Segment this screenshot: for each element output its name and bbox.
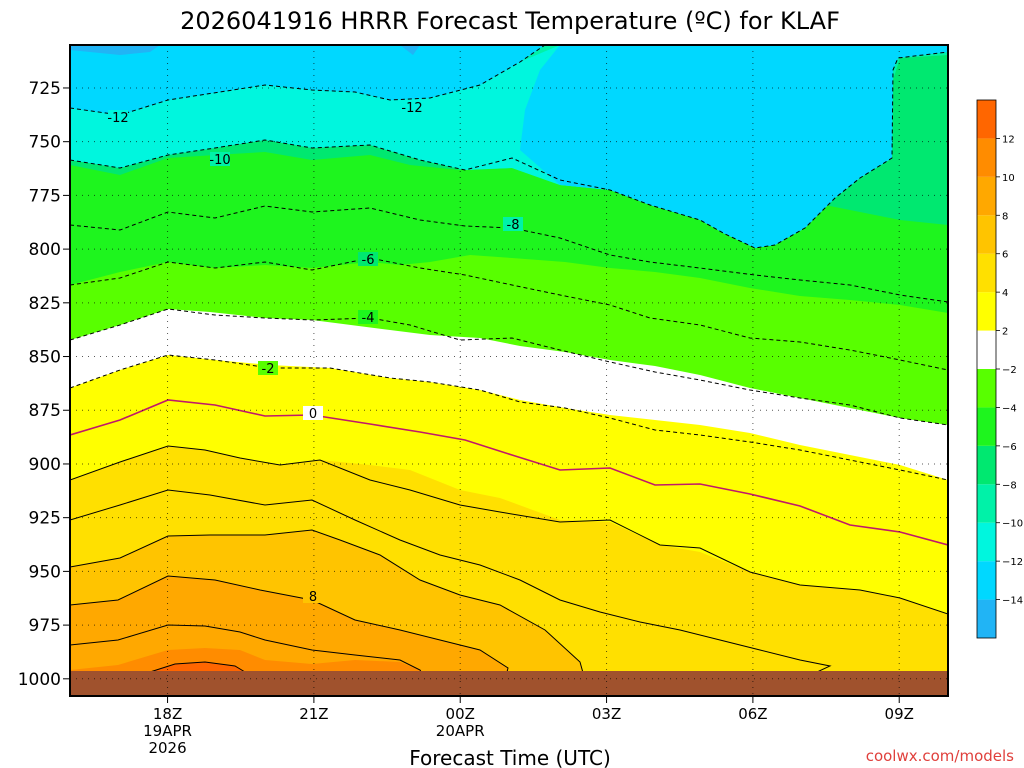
credit-text: coolwx.com/models xyxy=(866,747,1014,765)
contour-label-bg xyxy=(503,217,523,231)
x-tick-label: 06Z xyxy=(738,705,767,723)
ground-below-surface xyxy=(70,671,948,696)
colorbar-label: 10 xyxy=(1002,173,1015,184)
band-coldest-notch xyxy=(400,45,420,55)
contour-label: -2 xyxy=(262,362,275,377)
contour-12 xyxy=(149,661,246,673)
colorbar-label: 4 xyxy=(1002,288,1008,299)
contour-10 xyxy=(70,624,426,679)
colorbar-swatch xyxy=(977,599,996,638)
colorbar-swatch xyxy=(977,369,996,408)
y-tick-label: 925 xyxy=(29,509,61,529)
plot-area: -12 -12 -10 -8 -6 -4 -2 0 8 xyxy=(69,44,949,697)
colorbar-label: −2 xyxy=(1002,365,1017,376)
contour-neg6 xyxy=(70,257,948,371)
y-tick-label: 975 xyxy=(29,616,61,636)
y-tick-label: 875 xyxy=(29,401,61,421)
colorbar-swatch xyxy=(977,445,996,485)
contour-label: -8 xyxy=(507,218,520,233)
contour-label-bg xyxy=(303,589,323,603)
contour-label: 8 xyxy=(309,590,317,605)
y-tick-label: 900 xyxy=(29,455,61,475)
y-tick-label: 800 xyxy=(29,240,61,260)
colorbar-label: 12 xyxy=(1002,134,1015,145)
x-tick-label: 00Z xyxy=(446,705,475,723)
colorbar-swatch xyxy=(977,215,996,254)
contour-label: -10 xyxy=(209,153,230,168)
contour-label: 0 xyxy=(309,407,317,422)
x-tick-label: 03Z xyxy=(592,705,621,723)
contour-label: -12 xyxy=(401,101,422,116)
y-tick-label: 725 xyxy=(29,79,61,99)
contour-labels: -12 -12 -10 -8 -6 -4 -2 0 8 xyxy=(107,100,523,605)
colorbar: −14 −12 −10 −8 −6 −4 −2 2 4 6 8 10 12 xyxy=(976,99,1023,639)
x-tick-sublabel: 20APR xyxy=(436,722,485,740)
band-cold-top-left xyxy=(70,45,545,115)
colorbar-swatch xyxy=(977,561,996,600)
colorbar-swatch xyxy=(977,522,996,562)
colorbar-label: −10 xyxy=(1002,519,1023,530)
contour-label-bg xyxy=(108,110,128,124)
colorbar-swatch xyxy=(977,138,996,177)
contour-label-bg xyxy=(358,310,378,324)
contour-label: -4 xyxy=(362,311,375,326)
contour-0 xyxy=(70,399,948,546)
contour-neg12 xyxy=(70,45,546,116)
colorbar-label: 6 xyxy=(1002,250,1008,261)
colorbar-label: −6 xyxy=(1002,442,1017,453)
x-axis-label: Forecast Time (UTC) xyxy=(409,746,611,768)
y-tick-label: 750 xyxy=(29,133,61,153)
colorbar-label: −8 xyxy=(1002,480,1017,491)
colorbar-swatch xyxy=(977,484,996,523)
colorbar-label: −4 xyxy=(1002,403,1017,414)
colorbar-label: −12 xyxy=(1002,557,1023,568)
band-cold-right-pocket xyxy=(520,45,948,248)
colorbar-swatch xyxy=(977,330,996,369)
colorbar-swatch xyxy=(977,253,996,293)
colorbar-label: 8 xyxy=(1002,211,1008,222)
x-tick-label: 21Z xyxy=(299,705,328,723)
contour-label: -12 xyxy=(107,111,128,126)
y-axis: 725 750 775 800 825 850 875 900 925 950 975 1000 xyxy=(18,79,70,690)
colorbar-label: 2 xyxy=(1002,327,1008,338)
contour-neg2 xyxy=(70,354,948,481)
band-warmest-pocket xyxy=(70,648,425,674)
chart-title: 2026041916 HRRR Forecast Temperature (ºC… xyxy=(180,7,840,35)
x-tick-sublabel: 2026 xyxy=(148,739,186,757)
contour-label-bg xyxy=(303,406,323,420)
y-tick-label: 775 xyxy=(29,186,61,206)
gridlines xyxy=(70,45,948,696)
y-tick-label: 950 xyxy=(29,562,61,582)
colorbar-label: −14 xyxy=(1002,596,1023,607)
contour-2 xyxy=(70,445,948,615)
y-tick-label: 825 xyxy=(29,294,61,314)
x-tick-label: 09Z xyxy=(885,705,914,723)
contour-label-bg xyxy=(402,100,422,114)
contour-label: -6 xyxy=(362,253,375,268)
band-coldest-top xyxy=(70,45,160,55)
contour-label-bg xyxy=(210,152,230,166)
colorbar-swatch xyxy=(977,100,996,139)
colorbar-swatch xyxy=(977,407,996,446)
y-tick-label: 850 xyxy=(29,348,61,368)
colorbar-swatch xyxy=(977,292,996,331)
plot-frame xyxy=(69,44,949,697)
contour-neg4 xyxy=(70,308,948,426)
contour-label-bg xyxy=(258,361,278,375)
y-tick-label: 1000 xyxy=(18,670,61,690)
contour-label-bg xyxy=(358,252,378,266)
x-tick-label: 18Z xyxy=(153,705,182,723)
colorbar-swatch xyxy=(977,176,996,216)
x-tick-sublabel: 19APR xyxy=(143,722,192,740)
